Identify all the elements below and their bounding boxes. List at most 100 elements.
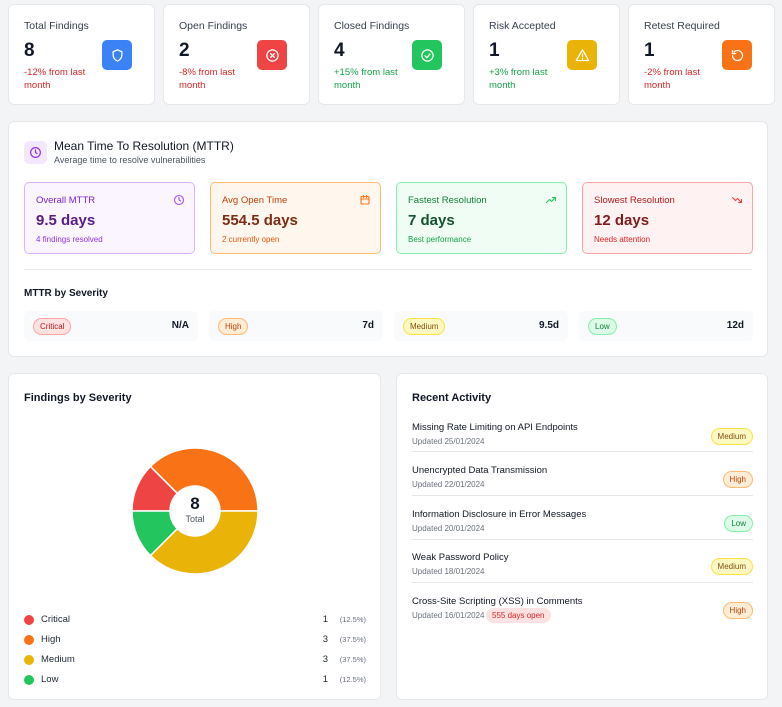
mttr-severity-critical: Critical N/A [24,311,198,341]
mttr-severity-medium: Medium 9.5d [394,311,568,341]
legend-dot [24,675,34,685]
stat-card-total-findings: Total Findings 8 -12% from last month [8,4,155,105]
stat-label: Open Findings [179,20,248,32]
metric-label: Fastest Resolution [408,195,487,206]
stat-label: Risk Accepted [489,20,556,32]
metric-overall-mttr: Overall MTTR 9.5 days 4 findings resolve… [24,182,195,254]
severity-mttr-value: N/A [171,320,189,331]
divider [412,582,753,583]
legend-dot [24,615,34,625]
legend-item-high: High 3 (37.5%) [24,632,366,648]
severity-badge: Medium [403,318,446,335]
stat-value: 2 [179,40,190,61]
activity-date: Updated 18/01/2024 [412,567,485,576]
metric-note: Best performance [408,235,472,244]
mttr-severity-low: Low 12d [579,311,753,341]
severity-badge: Critical [33,318,72,335]
severity-mttr-value: 7d [362,320,374,331]
severity-badge: High [722,602,753,619]
x-circle-icon [257,40,287,70]
mttr-title: Mean Time To Resolution (MTTR) [54,139,234,153]
severity-badge: Low [724,515,753,532]
stat-change: -2% from last month [644,67,700,91]
stat-value: 4 [334,40,345,61]
stat-change: -8% from last month [179,67,235,91]
legend-name: Low [41,674,59,685]
divider [24,269,752,270]
activity-title[interactable]: Cross-Site Scripting (XSS) in Comments [412,596,583,607]
stat-change: -12% from last month [24,67,86,91]
activity-title[interactable]: Missing Rate Limiting on API Endpoints [412,422,578,433]
check-circle-icon [412,40,442,70]
metric-fastest-resolution: Fastest Resolution 7 days Best performan… [396,182,567,254]
legend-percent: (12.5%) [339,675,366,684]
severity-donut-chart [131,447,259,575]
severity-badge: High [218,318,249,335]
divider [412,539,753,540]
stat-label: Retest Required [644,20,720,32]
legend-percent: (37.5%) [339,635,366,644]
trending-down-icon [731,196,743,204]
donut-total-value: 8 [190,494,200,513]
activity-date: Updated 20/01/2024 [412,524,485,533]
activity-date: Updated 16/01/2024 [412,611,485,620]
stat-label: Closed Findings [334,20,410,32]
warning-icon [567,40,597,70]
legend-count: 1 [322,674,328,685]
clock-icon [24,141,47,164]
legend-item-medium: Medium 3 (37.5%) [24,652,366,668]
findings-by-severity-title: Findings by Severity [24,392,132,404]
stat-value: 1 [489,40,500,61]
metric-value: 554.5 days [222,212,298,229]
metric-value: 12 days [594,212,650,229]
metric-slowest-resolution: Slowest Resolution 12 days Needs attenti… [582,182,753,254]
trending-up-icon [545,196,557,204]
activity-title[interactable]: Information Disclosure in Error Messages [412,509,587,520]
activity-title[interactable]: Weak Password Policy [412,552,509,563]
stat-value: 8 [24,40,35,61]
legend-count: 3 [322,634,328,645]
legend-percent: (37.5%) [339,655,366,664]
stat-label: Total Findings [24,20,89,32]
metric-label: Overall MTTR [36,195,96,206]
clock-icon [173,194,185,206]
mttr-severity-high: High 7d [209,311,383,341]
activity-item[interactable]: Missing Rate Limiting on API Endpoints U… [412,422,753,466]
activity-item[interactable]: Weak Password Policy Updated 18/01/2024 … [412,552,753,596]
severity-mttr-value: 9.5d [538,320,559,331]
days-open-badge: 555 days open [486,608,551,623]
severity-badge: High [722,471,753,488]
calendar-icon [360,194,370,205]
divider [412,451,753,452]
donut-hole [170,486,220,536]
legend-count: 3 [322,654,328,665]
activity-item[interactable]: Cross-Site Scripting (XSS) in Comments U… [412,596,753,640]
activity-item[interactable]: Information Disclosure in Error Messages… [412,509,753,553]
stat-change: +3% from last month [489,67,548,91]
legend-name: High [41,634,61,645]
legend-dot [24,635,34,645]
severity-badge: Medium [710,558,753,575]
refresh-icon [722,40,752,70]
stat-value: 1 [644,40,655,61]
legend-dot [24,655,34,665]
metric-note: Needs attention [594,235,651,244]
activity-title[interactable]: Unencrypted Data Transmission [412,465,548,476]
stat-card-closed-findings: Closed Findings 4 +15% from last month [318,4,465,105]
severity-badge: Low [588,318,617,335]
activity-date: Updated 25/01/2024 [412,437,485,446]
metric-value: 7 days [408,212,455,229]
findings-by-severity-panel: Findings by Severity 8 Total Critical 1 … [8,373,381,700]
metric-note: 2 currently open [222,235,280,244]
stat-change: +15% from last month [334,67,398,91]
metric-note: 4 findings resolved [36,235,103,244]
recent-activity-panel: Recent Activity Missing Rate Limiting on… [396,373,768,700]
donut-total-label: Total [185,514,205,524]
shield-icon [102,40,132,70]
metric-label: Slowest Resolution [594,195,675,206]
legend-name: Critical [41,614,71,625]
mttr-by-severity-title: MTTR by Severity [24,288,108,299]
mttr-panel: Mean Time To Resolution (MTTR) Average t… [8,121,768,357]
activity-date: Updated 22/01/2024 [412,480,485,489]
activity-item[interactable]: Unencrypted Data Transmission Updated 22… [412,465,753,509]
